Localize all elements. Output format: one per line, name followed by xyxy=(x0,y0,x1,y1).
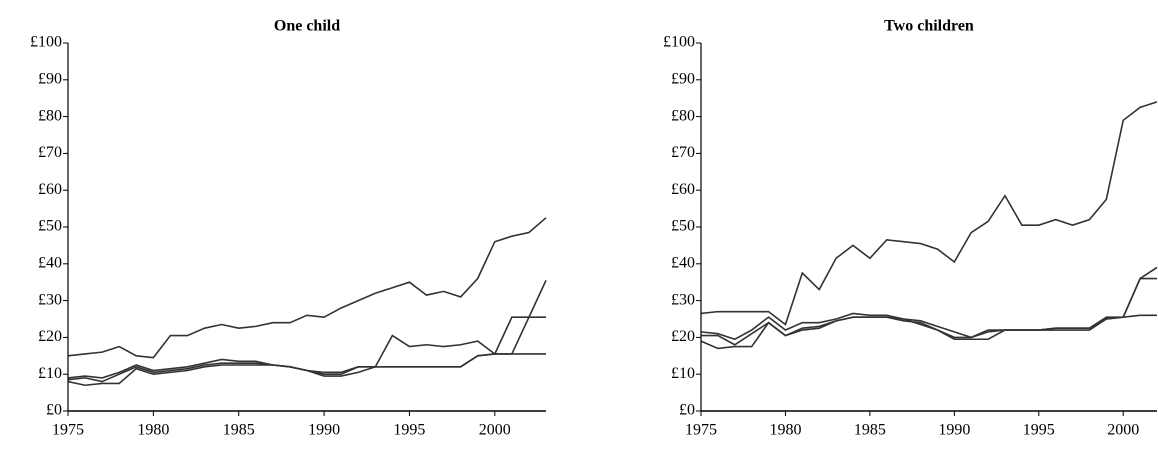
x-tick-label: 2000 xyxy=(1107,422,1139,439)
chart-title: One child xyxy=(274,18,340,35)
y-tick-label: £50 xyxy=(671,218,695,235)
chart-title: Two children xyxy=(884,18,974,35)
x-tick-label: 1980 xyxy=(769,422,801,439)
y-tick-label: £40 xyxy=(38,254,62,271)
series-line xyxy=(67,217,547,359)
series-line xyxy=(67,334,546,387)
series-line xyxy=(700,101,1158,326)
x-tick-label: 1990 xyxy=(308,422,340,439)
x-tick-label: 1975 xyxy=(685,422,717,439)
y-tick-label: £10 xyxy=(671,365,695,382)
y-tick-label: £80 xyxy=(38,107,62,124)
x-tick-label: 1985 xyxy=(223,422,255,439)
y-tick-label: £90 xyxy=(671,70,695,87)
x-tick-label: 1995 xyxy=(1023,422,1055,439)
y-tick-label: £90 xyxy=(38,70,62,87)
x-tick-label: 1980 xyxy=(137,422,169,439)
series-line xyxy=(67,280,547,383)
y-tick-label: £40 xyxy=(671,254,695,271)
y-tick-label: £0 xyxy=(679,402,695,419)
series-line xyxy=(700,277,1157,350)
y-tick-label: £70 xyxy=(671,144,695,161)
y-tick-label: £30 xyxy=(38,291,62,308)
y-tick-label: £20 xyxy=(671,328,695,345)
y-tick-label: £70 xyxy=(38,144,62,161)
x-tick-label: 2000 xyxy=(479,422,511,439)
y-tick-label: £30 xyxy=(671,291,695,308)
x-tick-label: 1990 xyxy=(938,422,970,439)
x-tick-label: 1985 xyxy=(854,422,886,439)
y-tick-label: £20 xyxy=(38,328,62,345)
y-tick-label: £100 xyxy=(663,34,695,51)
y-tick-label: £100 xyxy=(30,34,62,51)
series-line xyxy=(701,314,1157,346)
y-tick-label: £80 xyxy=(671,107,695,124)
y-tick-label: £60 xyxy=(38,181,62,198)
y-tick-label: £0 xyxy=(46,402,62,419)
y-tick-label: £60 xyxy=(671,181,695,198)
x-tick-label: 1975 xyxy=(52,422,84,439)
y-tick-label: £50 xyxy=(38,218,62,235)
y-tick-label: £10 xyxy=(38,365,62,382)
x-tick-label: 1995 xyxy=(393,422,425,439)
